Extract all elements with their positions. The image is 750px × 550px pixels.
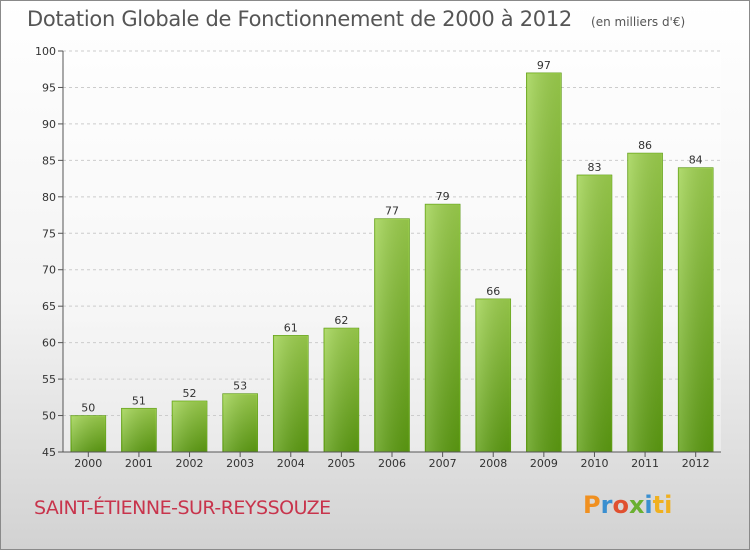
- bar-shade: [679, 168, 713, 452]
- bars-layer: 50 51 52 53 61 62 77 79 66 97 83 86 84: [70, 59, 714, 453]
- bar-value-label: 61: [284, 321, 298, 334]
- logo-letter: ti: [652, 491, 673, 519]
- title-row: Dotation Globale de Fonctionnement de 20…: [27, 7, 685, 31]
- bar-value-label: 51: [132, 394, 146, 407]
- y-tick-label: 75: [42, 227, 56, 240]
- proxiti-logo: Proxiti: [583, 491, 672, 519]
- axis-layer: 45 50 55 60 65 70 75 80 85 90 95 100 2000 2001 2002 200…: [35, 45, 721, 470]
- bar-shade: [71, 416, 105, 452]
- bar-shade: [628, 154, 662, 452]
- logo-letter: i: [644, 491, 653, 519]
- x-tick-label: 2009: [530, 457, 558, 470]
- bar-shade: [426, 205, 460, 452]
- bar-shade: [476, 299, 510, 452]
- x-tick-label: 2011: [631, 457, 659, 470]
- bar-shade: [173, 401, 207, 452]
- place-name: SAINT-ÉTIENNE-SUR-REYSSOUZE: [34, 497, 331, 519]
- logo-letter: P: [583, 491, 601, 519]
- logo-letter: x: [628, 491, 645, 519]
- bar-value-label: 66: [486, 285, 500, 298]
- bar-shade: [324, 329, 358, 452]
- x-tick-label: 2006: [378, 457, 406, 470]
- x-tick-label: 2008: [479, 457, 507, 470]
- x-tick-label: 2001: [125, 457, 153, 470]
- y-tick-label: 95: [42, 81, 56, 94]
- x-tick-label: 2000: [74, 457, 102, 470]
- x-tick-label: 2002: [176, 457, 204, 470]
- x-tick-label: 2003: [226, 457, 254, 470]
- bar-shade: [274, 336, 308, 452]
- bar-value-label: 83: [587, 161, 601, 174]
- y-tick-label: 90: [42, 118, 56, 131]
- bar-value-label: 50: [81, 402, 95, 415]
- bar-shade: [122, 409, 156, 452]
- y-tick-label: 55: [42, 373, 56, 386]
- y-tick-label: 60: [42, 337, 56, 350]
- bar-value-label: 77: [385, 205, 399, 218]
- y-tick-label: 80: [42, 191, 56, 204]
- bar-value-label: 84: [689, 154, 703, 167]
- x-tick-label: 2004: [277, 457, 305, 470]
- bar-shade: [527, 73, 561, 452]
- logo-letter: r: [600, 491, 613, 519]
- y-tick-label: 85: [42, 154, 56, 167]
- logo-letter: o: [612, 491, 629, 519]
- bar-value-label: 79: [436, 190, 450, 203]
- y-tick-label: 65: [42, 300, 56, 313]
- x-tick-label: 2012: [682, 457, 710, 470]
- x-tick-label: 2010: [580, 457, 608, 470]
- bar-shade: [223, 394, 257, 452]
- bar-shade: [577, 175, 611, 453]
- y-tick-label: 70: [42, 264, 56, 277]
- y-tick-label: 50: [42, 410, 56, 423]
- x-tick-label: 2007: [429, 457, 457, 470]
- y-tick-label: 100: [35, 45, 56, 58]
- chart-subtitle: (en milliers d'€): [591, 15, 686, 29]
- bar-value-label: 52: [183, 387, 197, 400]
- bar-value-label: 86: [638, 139, 652, 152]
- y-tick-label: 45: [42, 446, 56, 459]
- bar-shade: [375, 219, 409, 452]
- bar-value-label: 62: [334, 314, 348, 327]
- chart-title: Dotation Globale de Fonctionnement de 20…: [27, 7, 572, 31]
- bar-value-label: 53: [233, 380, 247, 393]
- x-tick-label: 2005: [327, 457, 355, 470]
- bar-value-label: 97: [537, 59, 551, 72]
